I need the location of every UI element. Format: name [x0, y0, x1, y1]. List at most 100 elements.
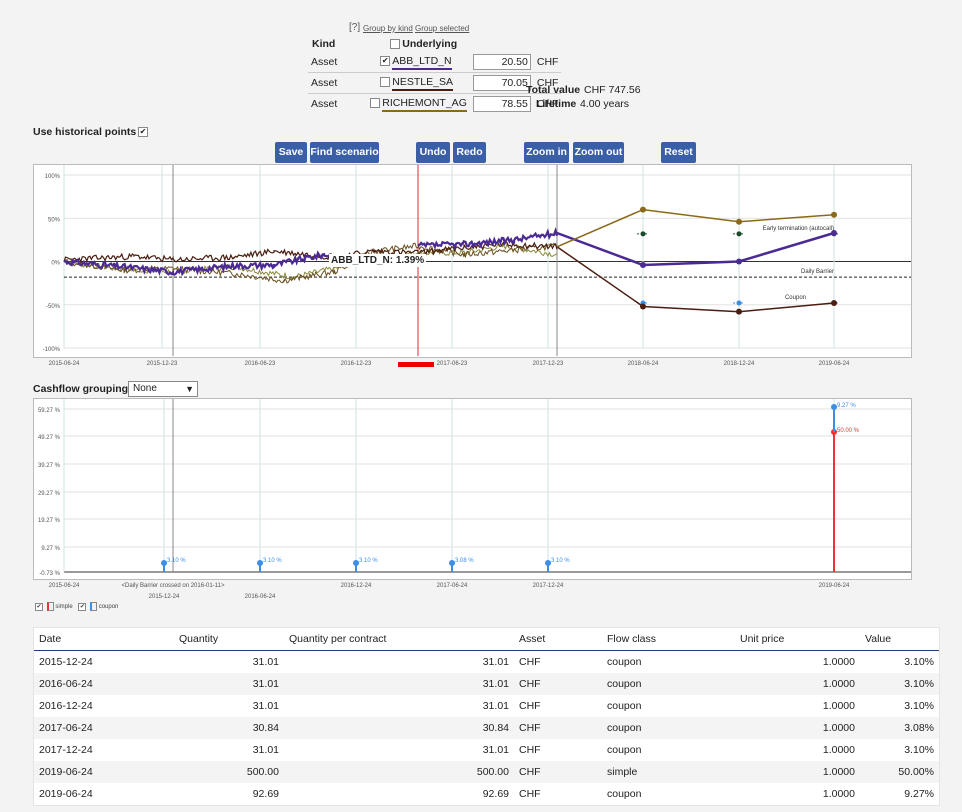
legend-coupon-checkbox[interactable]: ✔ [78, 602, 87, 611]
cell-flow-class: coupon [607, 700, 642, 712]
scenario-point [831, 300, 837, 307]
table-row: 2016-06-24 31.01 31.01 CHF coupon 1.0000 3.10% [34, 673, 939, 695]
asset-row: Asset RICHEMONT_AG 78.55 CHF [308, 94, 561, 115]
table-row: 2019-06-24 500.00 500.00 CHF simple 1.0000 50.… [34, 761, 939, 783]
col-date[interactable]: Date [34, 628, 174, 651]
scenario-point [640, 261, 646, 268]
redo-button[interactable]: Redo [453, 142, 486, 163]
cashflow-table: Date Quantity Quantity per contract Asse… [33, 627, 940, 806]
group-by-kind-link[interactable]: Group by kind [363, 24, 413, 33]
coupon-label: Coupon [785, 295, 806, 301]
scenario-line-nestle_sa [556, 246, 835, 313]
historical-points-label: Use historical points [33, 126, 137, 138]
cell-asset: CHF [519, 700, 541, 712]
cashflow-grouping-select[interactable]: None ▼ [128, 381, 198, 397]
col-flow-class[interactable]: Flow class [602, 628, 735, 651]
coupon-bar-point [161, 560, 167, 566]
cell-value: 3.10% [904, 700, 934, 712]
cell-value: 3.10% [904, 744, 934, 756]
y-tick-label: 50% [48, 217, 61, 223]
x-tick-label: 2019-06-24 [819, 583, 850, 589]
underlying-checkbox[interactable] [390, 39, 401, 50]
x-tick-label: 2015-06-24 [49, 361, 80, 367]
cell-unit-price: 1.0000 [822, 656, 855, 668]
cell-date: 2015-12-24 [39, 656, 93, 668]
cell-asset: CHF [514, 673, 602, 695]
asset-value-input[interactable]: 70.05 [472, 75, 531, 91]
reset-button[interactable]: Reset [661, 142, 696, 163]
cell-quantity-per-contract: 30.84 [284, 717, 514, 739]
cell-quantity-per-contract: 31.01 [284, 673, 514, 695]
find-scenario-button[interactable]: Find scenario [310, 142, 379, 163]
x-tick-label: 2018-06-24 [628, 361, 659, 367]
table-row: 2016-12-24 31.01 31.01 CHF coupon 1.0000 3.10% [34, 695, 939, 717]
asset-checkbox[interactable] [380, 76, 391, 87]
col-value[interactable]: Value [860, 628, 939, 651]
historical-points-checkbox[interactable]: ✔ [138, 127, 148, 137]
autocall-point [640, 231, 646, 237]
cashflow-chart: 59.27 % 49.27 % 39.27 % 29.27 % 19.27 % 9.27 … [33, 398, 912, 600]
coupon-bar-label: 3.10 % [167, 558, 186, 564]
scenario-point [736, 218, 742, 225]
asset-value-input[interactable]: 78.55 [472, 96, 531, 112]
asset-currency: CHF [533, 72, 562, 94]
asset-value-input[interactable]: 20.50 [472, 54, 531, 70]
early-termination-label: Early termination (autocall) [763, 226, 834, 232]
col-quantity-per-contract[interactable]: Quantity per contract [284, 628, 514, 651]
total-value: CHF 747.56 [584, 84, 641, 96]
undo-button[interactable]: Undo [416, 142, 450, 163]
asset-name: NESTLE_SA [392, 76, 453, 91]
scenario-chart[interactable]: 100% 50% 0% -50% -100% 2015-06-24 2015-12-23 20… [33, 164, 912, 367]
underlying-header: Underlying [402, 38, 458, 50]
x-tick-label: 2015-12-23 [147, 361, 178, 367]
asset-checkbox[interactable]: ✔ [380, 55, 391, 66]
scenario-line-abb_ltd_n [556, 231, 835, 267]
asset-checkbox[interactable] [370, 97, 381, 108]
legend-simple-checkbox[interactable]: ✔ [35, 602, 43, 611]
group-selected-link[interactable]: Group selected [415, 24, 470, 33]
col-unit-price[interactable]: Unit price [735, 628, 860, 651]
asset-kind: Asset [308, 52, 341, 73]
cell-date: 2017-12-24 [39, 744, 93, 756]
scenario-chart-svg: 100% 50% 0% -50% -100% 2015-06-24 2015-12-23 20… [43, 165, 911, 367]
total-value-label: Total value [526, 84, 581, 96]
cell-flow-class: coupon [602, 673, 735, 695]
zoom-in-button[interactable]: Zoom in [524, 142, 569, 163]
x-tick-label: 2015-12-24 [149, 594, 180, 600]
cell-quantity: 31.01 [174, 673, 284, 695]
cell-date: 2016-12-24 [39, 700, 93, 712]
autocall-point [736, 231, 742, 237]
cell-value: 3.08% [860, 717, 939, 739]
help-link[interactable]: [?] [349, 22, 361, 33]
lifetime-value: 4.00 years [580, 98, 630, 110]
x-tick-label: 2018-12-24 [724, 361, 755, 367]
legend-simple-label: simple [55, 604, 73, 611]
cashflow-chart-svg: 59.27 % 49.27 % 39.27 % 29.27 % 19.27 % 9.27 … [38, 399, 911, 600]
cell-date: 2016-06-24 [34, 673, 174, 695]
col-quantity[interactable]: Quantity [174, 628, 284, 651]
asset-currency: CHF [533, 52, 562, 73]
scenario-point [831, 211, 837, 218]
scenario-line-richemont_ag [556, 208, 835, 248]
cell-quantity-per-contract: 31.01 [482, 744, 509, 756]
abb-history-line [63, 250, 335, 277]
cell-asset: CHF [519, 744, 541, 756]
cell-quantity-per-contract: 31.01 [482, 656, 509, 668]
cell-unit-price: 1.0000 [822, 788, 855, 800]
cashflow-grouping-label: Cashflow grouping [33, 383, 129, 395]
scenario-point [640, 206, 646, 213]
cashflow-select-value: None [133, 383, 157, 394]
cell-asset: CHF [514, 717, 602, 739]
coupon-bar-point [449, 560, 455, 566]
x-tick-label: 2017-06-24 [437, 583, 468, 589]
cell-unit-price: 1.0000 [735, 761, 860, 783]
y-tick-label: 29.27 % [38, 491, 61, 497]
scenario-point [831, 229, 837, 236]
asset-kind: Asset [311, 98, 338, 110]
x-tick-label: 2016-06-23 [245, 361, 276, 367]
zoom-out-button[interactable]: Zoom out [573, 142, 624, 163]
cell-value: 3.10% [860, 673, 939, 695]
save-button[interactable]: Save [275, 142, 307, 163]
col-asset[interactable]: Asset [514, 628, 602, 651]
barrier-note: <Daily Barrier crossed on 2016-01-11> [122, 583, 225, 589]
